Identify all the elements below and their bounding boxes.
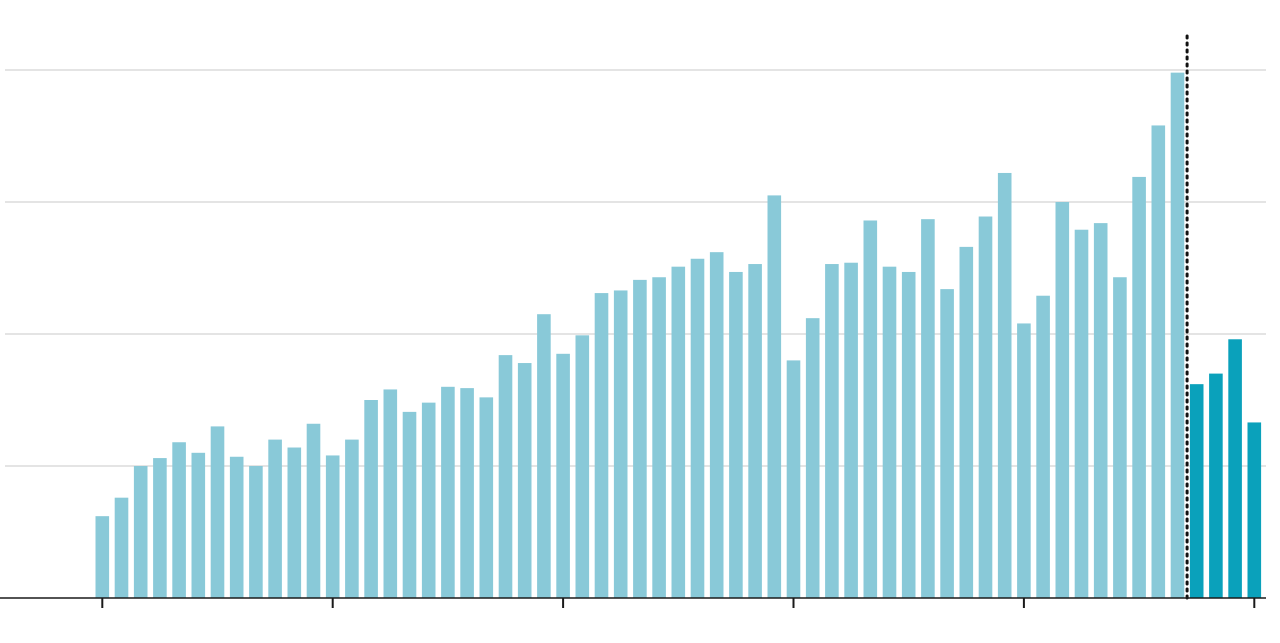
- bar-highlight: [1228, 339, 1242, 598]
- bars: [95, 72, 1262, 599]
- bar-highlight: [1189, 384, 1204, 598]
- bar: [1093, 223, 1108, 598]
- bar: [153, 458, 167, 598]
- bar: [95, 516, 110, 598]
- bar: [805, 318, 820, 598]
- bar: [767, 195, 782, 598]
- bar: [1113, 277, 1127, 598]
- bar: [268, 439, 282, 598]
- bar: [402, 411, 417, 598]
- bar: [575, 335, 590, 598]
- bar: [633, 279, 647, 598]
- bar: [1132, 176, 1146, 599]
- bar: [325, 455, 340, 598]
- bar: [306, 423, 321, 598]
- bar: [1036, 295, 1050, 598]
- bar-highlight: [1209, 373, 1223, 598]
- bar: [229, 456, 244, 598]
- bar: [114, 497, 129, 598]
- bar: [249, 466, 263, 598]
- bar-highlight: [1247, 422, 1262, 598]
- bar: [709, 252, 724, 598]
- bar: [133, 466, 148, 598]
- bar: [517, 363, 532, 598]
- bar: [671, 266, 686, 598]
- bar: [978, 216, 993, 598]
- bar: [748, 264, 762, 598]
- bar: [1151, 125, 1166, 598]
- bar: [863, 220, 878, 599]
- bar: [652, 277, 666, 598]
- bar: [556, 353, 570, 598]
- bar: [690, 258, 705, 598]
- bar: [959, 246, 974, 598]
- bar: [383, 389, 398, 598]
- bar: [1170, 72, 1185, 598]
- bar: [844, 262, 858, 598]
- bar: [191, 452, 206, 598]
- bar: [882, 266, 897, 598]
- bar: [498, 355, 513, 598]
- bar: [210, 426, 225, 598]
- bar: [729, 271, 743, 598]
- bar: [921, 219, 935, 598]
- bar: [345, 439, 359, 598]
- bar: [460, 388, 474, 598]
- bar: [287, 447, 302, 598]
- bar: [997, 172, 1012, 598]
- x-axis: [0, 597, 1266, 608]
- bar: [537, 314, 551, 598]
- bar: [172, 442, 186, 598]
- bar: [1074, 229, 1089, 598]
- bar: [421, 402, 436, 598]
- bar: [901, 271, 916, 598]
- bar: [594, 293, 609, 598]
- bar: [613, 290, 628, 598]
- bar: [1017, 323, 1031, 598]
- bar: [479, 397, 494, 598]
- bar: [441, 386, 455, 598]
- bar: [940, 289, 954, 598]
- bar: [825, 264, 839, 598]
- bar: [364, 400, 378, 598]
- bar: [1055, 202, 1070, 598]
- bar: [786, 360, 801, 598]
